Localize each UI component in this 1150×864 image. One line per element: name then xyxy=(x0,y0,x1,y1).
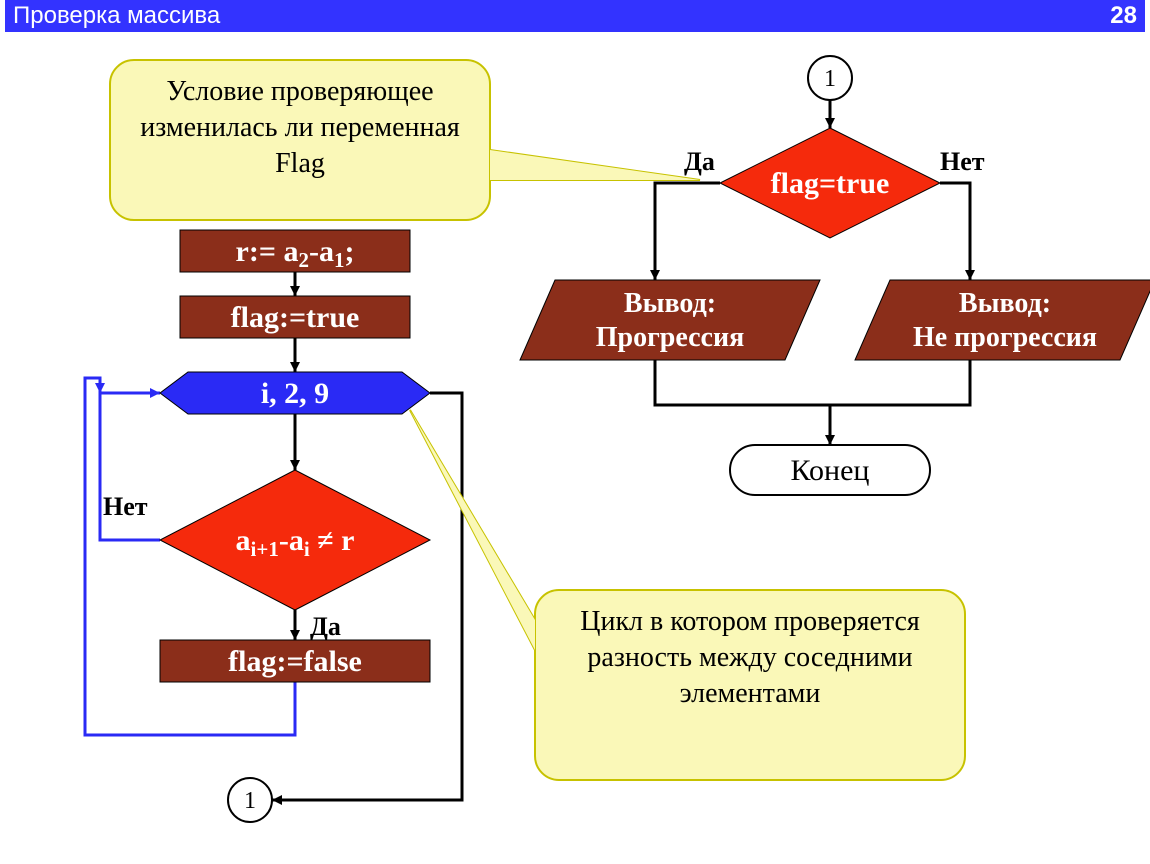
svg-text:Нет: Нет xyxy=(103,492,148,521)
svg-text:элементами: элементами xyxy=(680,678,821,709)
svg-text:i, 2, 9: i, 2, 9 xyxy=(261,377,329,410)
slide: Проверка массива 28 Условие проверяющееи… xyxy=(0,0,1150,864)
svg-text:flag=true: flag=true xyxy=(771,167,890,200)
svg-text:1: 1 xyxy=(824,66,836,92)
flowchart-canvas: Условие проверяющее изменилась ли перемен… xyxy=(0,0,1150,864)
svg-text:изменилась ли переменная: изменилась ли переменная xyxy=(140,112,460,143)
svg-text:Цикл в котором проверяется: Цикл в котором проверяется xyxy=(580,606,920,637)
svg-text:Условие проверяющее: Условие проверяющее xyxy=(166,76,433,107)
svg-text:Конец: Конец xyxy=(791,454,870,487)
svg-text:1: 1 xyxy=(244,788,256,814)
svg-text:flag:=false: flag:=false xyxy=(228,645,362,678)
svg-text:Вывод:: Вывод: xyxy=(624,288,716,319)
svg-text:Прогрессия: Прогрессия xyxy=(596,322,745,353)
svg-text:Да: Да xyxy=(310,612,341,641)
svg-text:Flag: Flag xyxy=(275,148,325,179)
svg-text:Да: Да xyxy=(684,147,715,176)
svg-text:Вывод:: Вывод: xyxy=(959,288,1051,319)
svg-text:разность между соседними: разность между соседними xyxy=(587,642,912,673)
svg-text:flag:=true: flag:=true xyxy=(231,301,360,334)
svg-text:Нет: Нет xyxy=(940,147,985,176)
svg-text:Не прогрессия: Не прогрессия xyxy=(913,322,1097,353)
